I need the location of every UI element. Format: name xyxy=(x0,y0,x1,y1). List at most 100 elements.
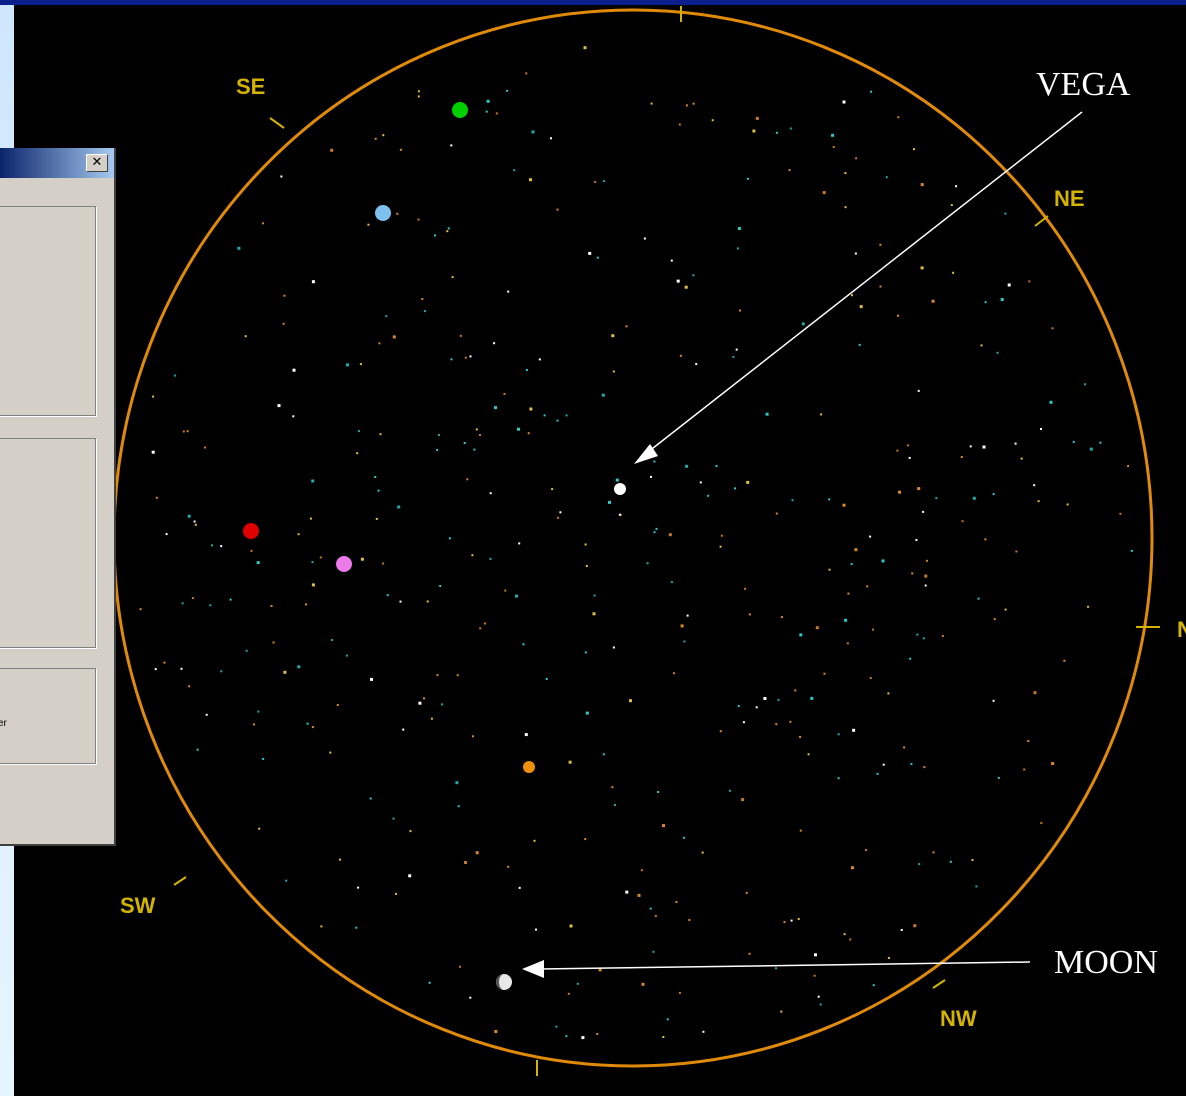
star xyxy=(831,133,835,137)
star xyxy=(775,131,778,134)
star xyxy=(748,952,751,955)
star xyxy=(472,735,474,738)
star xyxy=(1087,605,1090,608)
star xyxy=(950,204,953,207)
star xyxy=(916,633,919,636)
star xyxy=(475,851,479,855)
star xyxy=(657,791,660,793)
star xyxy=(980,344,983,347)
vega-star[interactable] xyxy=(614,483,626,495)
star xyxy=(977,597,980,600)
star xyxy=(876,772,879,775)
moon[interactable] xyxy=(496,974,512,990)
star xyxy=(707,494,710,497)
star xyxy=(797,918,800,920)
star xyxy=(612,370,615,373)
orange-planet[interactable] xyxy=(523,761,535,773)
star xyxy=(984,538,987,541)
star xyxy=(593,594,596,597)
blue-planet[interactable] xyxy=(375,205,391,221)
star xyxy=(473,448,476,451)
star xyxy=(823,672,826,675)
star xyxy=(854,252,857,255)
star xyxy=(949,860,952,863)
star xyxy=(568,760,572,764)
star xyxy=(625,325,628,328)
star xyxy=(882,763,885,766)
star xyxy=(1027,740,1030,742)
star xyxy=(165,533,168,536)
star xyxy=(611,786,614,789)
star xyxy=(789,127,792,130)
star xyxy=(869,535,872,538)
top-border xyxy=(0,0,1186,5)
star xyxy=(612,646,615,649)
star xyxy=(911,572,914,575)
star xyxy=(1099,441,1102,444)
star xyxy=(1084,383,1087,386)
star xyxy=(1028,280,1031,283)
star xyxy=(507,865,510,868)
star xyxy=(654,914,657,917)
star xyxy=(1033,484,1036,487)
star xyxy=(783,921,786,924)
star xyxy=(421,298,424,300)
star xyxy=(451,276,454,279)
horizon-circle xyxy=(112,8,1154,1068)
star xyxy=(382,562,385,565)
star xyxy=(430,717,433,720)
star xyxy=(906,444,909,447)
star xyxy=(280,175,283,178)
star xyxy=(494,1030,498,1033)
star xyxy=(459,334,462,337)
star xyxy=(996,351,999,354)
star xyxy=(529,178,532,182)
star xyxy=(375,517,378,520)
star xyxy=(495,112,498,115)
star xyxy=(283,670,287,674)
star xyxy=(345,654,348,657)
star xyxy=(585,711,589,715)
star xyxy=(997,776,1000,779)
star xyxy=(417,95,420,98)
star xyxy=(923,766,926,769)
star xyxy=(897,314,899,317)
star xyxy=(684,285,688,289)
star xyxy=(357,430,360,433)
star xyxy=(820,413,823,416)
star xyxy=(262,222,264,225)
star xyxy=(992,493,995,496)
star xyxy=(625,890,629,894)
star xyxy=(822,191,826,195)
star xyxy=(752,129,756,133)
star xyxy=(720,534,723,537)
star xyxy=(1066,503,1069,506)
direction-sw: SW xyxy=(120,893,156,918)
green-planet[interactable] xyxy=(452,102,468,118)
star xyxy=(837,777,840,780)
star xyxy=(843,933,846,936)
star xyxy=(688,919,691,921)
close-icon[interactable]: ✕ xyxy=(86,154,108,172)
star xyxy=(469,996,472,999)
star xyxy=(879,285,882,288)
star xyxy=(285,879,288,882)
star xyxy=(887,957,890,959)
star xyxy=(531,130,535,134)
star xyxy=(378,342,381,345)
star xyxy=(395,892,397,895)
star xyxy=(685,464,689,468)
star xyxy=(640,869,643,872)
red-planet[interactable] xyxy=(243,523,259,539)
star xyxy=(336,704,339,706)
star xyxy=(922,637,925,640)
pink-planet[interactable] xyxy=(336,556,352,572)
star xyxy=(584,838,587,841)
star xyxy=(971,859,974,861)
star xyxy=(920,266,924,270)
star xyxy=(576,982,579,985)
star xyxy=(209,604,212,607)
star xyxy=(311,561,314,564)
star xyxy=(851,866,854,870)
